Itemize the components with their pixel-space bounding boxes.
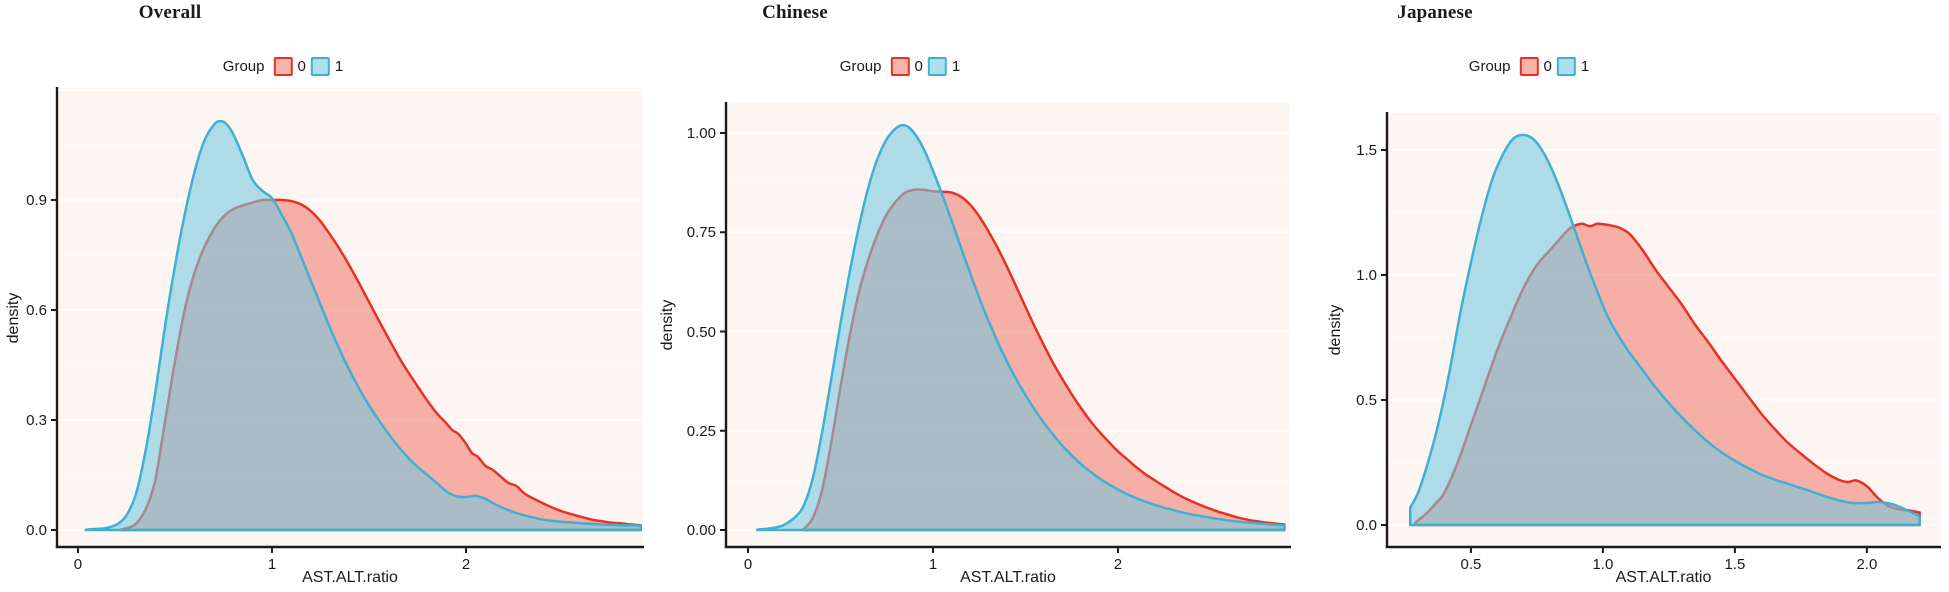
legend-label-group0: 0	[914, 58, 923, 75]
y-tick-label: 0.9	[26, 192, 47, 209]
x-axis-label: AST.ALT.ratio	[1615, 569, 1712, 586]
density-plot-svg	[51, 87, 644, 553]
legend-title: Group	[222, 58, 265, 75]
legend-swatch-group0	[890, 57, 910, 76]
plot-panel	[1381, 112, 1941, 553]
density-area-group1	[1408, 133, 1921, 527]
legend-swatch-group0	[273, 57, 293, 76]
x-tick-label: 2	[1113, 556, 1123, 573]
legend-swatch-group1	[927, 57, 947, 76]
legend-label-group1: 1	[951, 58, 961, 75]
y-tick-label: 1.5	[1356, 142, 1377, 159]
y-tick-label: 0.0	[26, 521, 47, 539]
legend: Group 0 1	[1469, 57, 1589, 76]
y-tick-label: 1.00	[686, 125, 716, 142]
density-plot-svg	[1381, 112, 1941, 553]
y-tick-label: 0.25	[686, 422, 716, 440]
y-tick-label: 0.75	[686, 224, 716, 242]
x-tick-label: 0	[743, 556, 753, 573]
panel-title: Japanese	[1397, 2, 1473, 23]
legend-swatch-group1	[1556, 57, 1576, 76]
legend-swatch-group1	[310, 57, 330, 76]
x-tick-label: 0.5	[1460, 556, 1482, 573]
density-area-group1	[756, 123, 1286, 532]
panel-title: Overall	[138, 2, 202, 23]
y-tick-label: 0.3	[26, 411, 47, 429]
x-tick-label: 0	[73, 556, 83, 573]
density-plot-svg	[720, 102, 1291, 553]
legend-title: Group	[839, 58, 882, 75]
y-axis-label: density	[1327, 304, 1344, 356]
x-tick-label: 1.0	[1592, 556, 1614, 573]
y-tick-label: 0.0	[1356, 517, 1377, 534]
x-tick-label: 1	[267, 556, 277, 573]
y-tick-label: 0.00	[686, 522, 716, 539]
density-area-group1	[84, 119, 642, 532]
panel-title: Chinese	[762, 2, 828, 23]
plot-panel	[51, 87, 644, 553]
legend-label-group0: 0	[1543, 58, 1552, 75]
legend: Group 0 1	[223, 57, 343, 76]
legend-title: Group	[1468, 58, 1511, 75]
legend-label-group1: 1	[334, 58, 344, 75]
y-tick-label: 1.0	[1356, 267, 1377, 284]
x-axis-label: AST.ALT.ratio	[960, 569, 1056, 586]
plot-panel	[720, 102, 1291, 553]
x-tick-label: 2.0	[1856, 556, 1878, 573]
legend-swatch-group0	[1519, 57, 1539, 76]
x-tick-label: 2	[461, 556, 471, 573]
legend-label-group1: 1	[1580, 58, 1590, 75]
y-tick-label: 0.50	[686, 323, 716, 341]
y-tick-label: 0.6	[26, 302, 47, 319]
x-tick-label: 1	[928, 556, 938, 573]
legend-label-group0: 0	[297, 58, 306, 75]
y-tick-label: 0.5	[1356, 392, 1377, 409]
legend: Group 0 1	[840, 57, 960, 76]
x-axis-label: AST.ALT.ratio	[302, 569, 398, 586]
x-tick-label: 1.5	[1724, 556, 1746, 573]
